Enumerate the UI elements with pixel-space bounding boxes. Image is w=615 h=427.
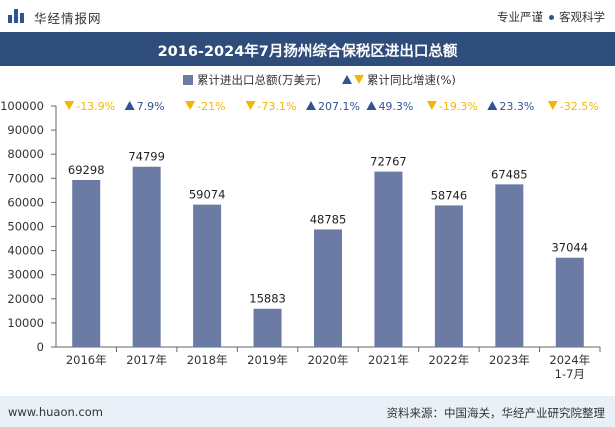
logo-bars-icon	[8, 9, 28, 23]
x-tick-label: 2019年	[247, 353, 288, 367]
growth-up-triangle-icon	[366, 101, 377, 110]
legend-bar-swatch	[183, 75, 193, 85]
y-tick-label: 10000	[7, 316, 44, 330]
y-tick-label: 90000	[7, 123, 44, 137]
bar-value-label: 69298	[68, 163, 105, 177]
growth-value-label: -19.3%	[439, 100, 478, 113]
growth-down-triangle-icon	[64, 101, 75, 110]
growth-down-triangle-icon	[245, 101, 256, 110]
growth-value-label: -21%	[197, 100, 225, 113]
x-tick-label: 2023年	[489, 353, 530, 367]
x-tick-label: 2021年	[368, 353, 409, 367]
header-bar: 华经情报网 专业严谨 客观科学	[0, 0, 615, 32]
bar	[72, 179, 101, 347]
growth-up-triangle-icon	[124, 101, 135, 110]
tagline-left: 专业严谨	[497, 10, 543, 24]
y-tick-label: 70000	[7, 171, 44, 185]
growth-value-label: 49.3%	[378, 100, 413, 113]
bar	[434, 205, 463, 347]
x-tick-label: 2020年	[308, 353, 349, 367]
bar	[495, 184, 524, 347]
x-tick-label: 2018年	[187, 353, 228, 367]
bar	[193, 204, 222, 347]
footer-website[interactable]: www.huaon.com	[8, 405, 103, 419]
x-tick-label: 2016年	[66, 353, 107, 367]
growth-down-triangle-icon	[185, 101, 196, 110]
growth-up-triangle-icon	[487, 101, 498, 110]
x-tick-sublabel: 1-7月	[555, 367, 585, 381]
tagline: 专业严谨 客观科学	[497, 9, 605, 25]
y-tick-label: 50000	[7, 220, 44, 234]
bar-value-label: 37044	[551, 241, 588, 255]
tagline-right: 客观科学	[559, 10, 605, 24]
bar	[374, 171, 403, 347]
y-tick-label: 100000	[0, 99, 44, 113]
legend-bar-label: 累计进出口总额(万美元)	[197, 73, 321, 87]
growth-value-label: 207.1%	[318, 100, 360, 113]
bar	[555, 257, 584, 347]
growth-up-triangle-icon	[306, 101, 316, 110]
growth-down-triangle-icon	[547, 101, 558, 110]
growth-value-label: 23.3%	[499, 100, 534, 113]
growth-value-label: 7.9%	[137, 100, 165, 113]
bar-value-label: 48785	[310, 212, 347, 226]
y-tick-label: 80000	[7, 147, 44, 161]
bar-chart: 累计进出口总额(万美元) 累计同比增速(%) 0 10000 20000 30000 400…	[0, 73, 601, 381]
x-tick-label: 2022年	[428, 353, 469, 367]
brand-name: 华经情报网	[34, 11, 102, 26]
chart-title: 2016-2024年7月扬州综合保税区进出口总额	[157, 44, 458, 60]
bar-value-label: 15883	[249, 292, 286, 306]
bar-value-label: 67485	[491, 167, 528, 181]
y-tick-label: 40000	[7, 244, 44, 258]
growth-value-label: -32.5%	[560, 100, 599, 113]
bar	[314, 229, 342, 347]
growth-value-label: -73.1%	[258, 100, 297, 113]
legend-growth-label: 累计同比增速(%)	[367, 73, 456, 87]
x-tick-label: 2024年	[549, 353, 590, 367]
y-tick-label: 30000	[7, 268, 44, 282]
bar-value-label: 74799	[128, 150, 165, 164]
footer-bar	[0, 396, 615, 427]
growth-value-label: -13.9%	[76, 100, 115, 113]
y-tick-label: 20000	[7, 292, 44, 306]
bar	[253, 308, 282, 347]
bar-value-label: 59074	[189, 188, 226, 202]
bar-value-label: 58746	[431, 188, 468, 202]
bar-value-label: 72767	[370, 155, 407, 169]
tagline-dot-icon	[549, 14, 554, 20]
y-tick-label: 0	[37, 340, 44, 354]
growth-down-triangle-icon	[426, 101, 437, 110]
bar	[132, 166, 161, 347]
title-bar	[0, 32, 615, 66]
x-tick-label: 2017年	[126, 353, 167, 367]
footer-source: 资料来源：中国海关，华经产业研究院整理	[386, 406, 606, 420]
y-tick-label: 60000	[7, 195, 44, 209]
legend-down-triangle-icon	[354, 75, 364, 84]
legend-up-triangle-icon	[342, 75, 352, 84]
